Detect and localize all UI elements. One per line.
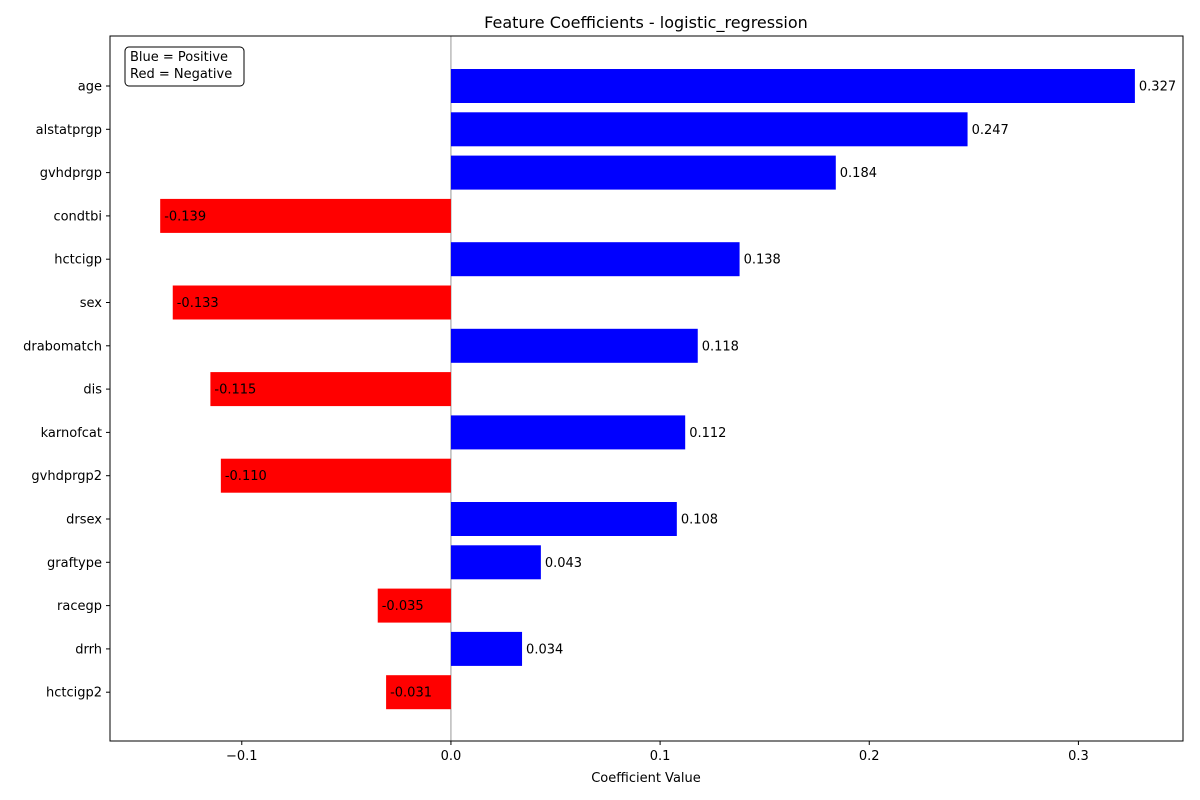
- y-tick-label-karnofcat: karnofcat: [41, 426, 102, 441]
- chart-title: Feature Coefficients - logistic_regressi…: [484, 13, 808, 33]
- value-label-graftype: 0.043: [545, 556, 582, 571]
- value-label-drabomatch: 0.118: [702, 339, 739, 354]
- legend-negative-text: Red = Negative: [130, 67, 232, 82]
- y-tick-label-hctcigp2: hctcigp2: [46, 686, 102, 701]
- y-tick-label-condtbi: condtbi: [53, 209, 102, 224]
- y-tick-label-dis: dis: [83, 383, 102, 398]
- value-label-hctcigp2: -0.031: [390, 686, 432, 701]
- value-label-drsex: 0.108: [681, 513, 718, 528]
- x-tick-label-4: 0.3: [1068, 749, 1089, 764]
- y-tick-label-drrh: drrh: [75, 642, 102, 657]
- bar-gvhdprgp: [450, 155, 836, 190]
- bar-sex: [172, 285, 451, 320]
- y-tick-label-alstatprgp: alstatprgp: [36, 123, 102, 138]
- x-tick-label-2: 0.1: [650, 749, 671, 764]
- legend-box: Blue = Positive Red = Negative: [124, 46, 245, 87]
- x-tick-label-0: −0.1: [226, 749, 258, 764]
- x-tick-label-3: 0.2: [859, 749, 880, 764]
- bar-age: [450, 69, 1135, 103]
- bar-condtbi: [160, 198, 451, 233]
- value-label-condtbi: -0.139: [164, 209, 206, 224]
- value-label-gvhdprgp: 0.184: [840, 166, 877, 181]
- bar-dis: [210, 372, 451, 407]
- value-label-racegp: -0.035: [382, 599, 424, 614]
- value-label-dis: -0.115: [214, 383, 256, 398]
- y-tick-label-age: age: [78, 80, 102, 95]
- x-axis-title: Coefficient Value: [591, 771, 701, 786]
- y-tick-label-drsex: drsex: [66, 513, 102, 528]
- bar-drrh: [450, 631, 523, 666]
- bar-alstatprgp: [450, 112, 968, 147]
- y-tick-label-sex: sex: [80, 296, 103, 311]
- value-label-hctcigp: 0.138: [744, 253, 781, 268]
- y-tick-label-gvhdprgp: gvhdprgp: [40, 166, 102, 181]
- bar-graftype: [450, 545, 541, 580]
- bar-drabomatch: [450, 328, 698, 363]
- bar-hctcigp: [450, 242, 740, 277]
- y-tick-label-racegp: racegp: [57, 599, 102, 614]
- value-label-age: 0.327: [1139, 80, 1176, 95]
- bar-hctcigp2: [386, 675, 451, 710]
- plot-frame: [109, 35, 1184, 742]
- value-label-gvhdprgp2: -0.110: [225, 469, 267, 484]
- y-tick-label-drabomatch: drabomatch: [23, 339, 102, 354]
- bar-drsex: [450, 502, 677, 536]
- value-label-drrh: 0.034: [526, 642, 563, 657]
- bar-karnofcat: [450, 415, 686, 450]
- value-label-karnofcat: 0.112: [689, 426, 726, 441]
- y-tick-label-hctcigp: hctcigp: [54, 253, 102, 268]
- legend-frame: [124, 46, 245, 87]
- value-label-alstatprgp: 0.247: [972, 123, 1009, 138]
- value-label-sex: -0.133: [177, 296, 219, 311]
- legend-positive-text: Blue = Positive: [130, 50, 228, 65]
- x-tick-label-1: 0.0: [441, 749, 462, 764]
- bar-gvhdprgp2: [220, 458, 451, 493]
- bar-racegp: [377, 588, 451, 623]
- y-tick-label-graftype: graftype: [47, 556, 102, 571]
- plot-area: age 0.327 alstatprgp 0.247 gvhdprgp 0.184 cond…: [23, 35, 1184, 764]
- y-tick-label-gvhdprgp2: gvhdprgp2: [31, 469, 102, 484]
